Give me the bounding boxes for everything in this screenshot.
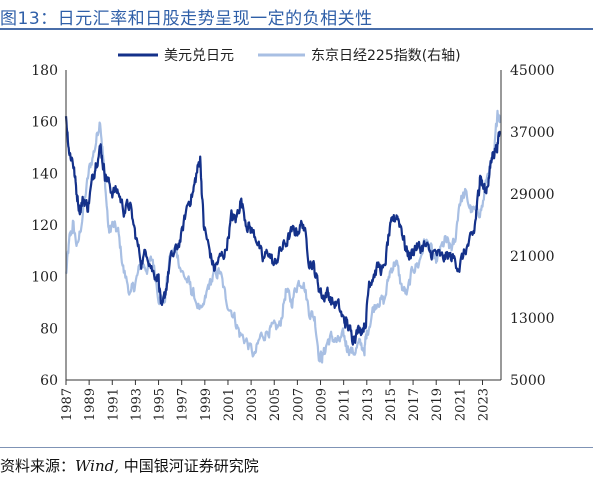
x-axis-tick-label: 2009 [315, 388, 330, 421]
right-axis-tick-label: 37000 [510, 125, 555, 141]
right-axis-tick-label: 21000 [510, 249, 555, 265]
x-axis-tick-label: 1989 [83, 388, 98, 421]
footer-divider [0, 447, 593, 448]
x-axis-tick-label: 2019 [430, 388, 445, 421]
x-axis-tick-label: 2021 [453, 388, 468, 421]
legend-nikkei-label: 东京日经225指数(右轴) [311, 48, 461, 64]
x-axis-tick-label: 2003 [245, 388, 260, 421]
usdjpy-series-line [64, 116, 501, 346]
legend-usdjpy-label: 美元兑日元 [164, 48, 234, 64]
source-wind: Wind, [75, 457, 119, 475]
x-axis-tick-label: 1993 [129, 388, 144, 421]
nikkei-series-line [64, 109, 501, 364]
title-divider [0, 28, 593, 30]
x-axis-tick-label: 2011 [338, 388, 353, 421]
left-axis-tick-label: 80 [40, 321, 58, 337]
left-axis-tick-label: 140 [31, 166, 58, 182]
left-axis-labels: 60 80 100 120 140 160 180 [31, 63, 58, 389]
axes [65, 70, 502, 381]
x-axis-tick-label: 2001 [222, 388, 237, 421]
left-axis-tick-label: 60 [40, 373, 58, 389]
source-suffix: 中国银河证券研究院 [123, 457, 259, 475]
left-axis-tick-label: 120 [31, 218, 58, 234]
right-axis-tick-label: 5000 [510, 373, 546, 389]
left-axis-tick-label: 100 [31, 270, 58, 286]
x-axis-tick-label: 2023 [476, 388, 491, 421]
plot-area [64, 109, 501, 364]
source-note: 资料来源：Wind, 中国银河证券研究院 [0, 455, 259, 476]
x-axis-tick-label: 1995 [153, 388, 168, 421]
x-axis-tick-label: 1997 [176, 388, 191, 421]
right-axis-tick-label: 45000 [510, 63, 555, 79]
right-axis-tick-label: 13000 [510, 311, 555, 327]
chart: 美元兑日元 东京日经225指数(右轴) 6080100120140160180 … [31, 48, 555, 421]
x-axis-tick-label: 2007 [291, 388, 306, 421]
x-axis-tick-label: 1987 [60, 388, 75, 421]
x-axis-tick-label: 2013 [361, 388, 376, 421]
x-axis-labels: 1987 1989 1991 1993 1995 1997 1999 2001 2003 2005… [60, 388, 491, 421]
x-axis-tick-label: 2017 [407, 388, 422, 421]
x-axis-tick-label: 1999 [199, 388, 214, 421]
x-axis-tick-label: 2015 [384, 388, 399, 421]
source-prefix: 资料来源： [0, 457, 76, 475]
chart-title: 图13：日元汇率和日股走势呈现一定的负相关性 [0, 9, 373, 29]
legend: 美元兑日元 东京日经225指数(右轴) [118, 48, 461, 64]
x-axis-ticks [65, 380, 483, 385]
x-axis-tick-label: 2005 [268, 388, 283, 421]
x-axis-tick-label: 1991 [106, 388, 121, 421]
right-axis-tick-label: 29000 [510, 187, 555, 203]
left-axis-tick-label: 160 [31, 115, 58, 131]
right-axis-labels: 5000 13000 21000 29000 37000 45000 [510, 63, 555, 389]
left-axis-tick-label: 180 [31, 63, 58, 79]
